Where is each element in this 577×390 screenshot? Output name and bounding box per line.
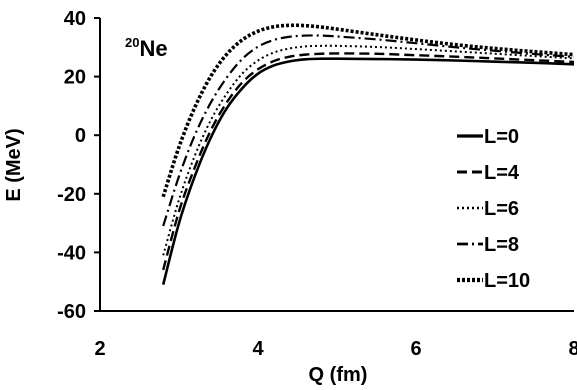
x-axis-label: Q (fm) [309,364,368,385]
legend-label: L=8 [484,234,519,256]
legend-label: L=4 [484,162,520,184]
legend-entry: L=8 [457,234,519,256]
nucleus-annotation: 20Ne [125,35,168,61]
series-line-l-6 [163,46,574,256]
legend-label: L=0 [484,126,519,148]
annotation-element: Ne [139,36,167,61]
y-tick-label: 20 [64,67,86,89]
x-tick-label: 6 [410,338,421,360]
annotation-mass-number: 20 [125,35,139,50]
x-tick-labels: 2 4 6 8 [94,338,577,360]
y-tick-label: -40 [57,242,86,264]
legend-entry: L=0 [457,126,519,148]
y-tick-label: 0 [75,125,86,147]
x-tick-label: 2 [94,338,105,360]
y-tick-label: -20 [57,184,86,206]
legend-entry: L=10 [457,270,530,292]
legend-entry: L=4 [457,162,520,184]
y-axis-label: E (MeV) [3,128,25,201]
y-tick-label: -60 [57,301,86,323]
legend-entry: L=6 [457,198,519,220]
x-tick-label: 8 [568,338,577,360]
legend-label: L=10 [484,270,530,292]
legend-label: L=6 [484,198,519,220]
x-tick-label: 4 [252,338,264,360]
legend: L=0 L=4 L=6 L=8 L=10 [457,126,530,292]
y-tick-labels: -60 -40 -20 0 20 40 [57,8,86,323]
y-tick-label: 40 [64,8,86,30]
